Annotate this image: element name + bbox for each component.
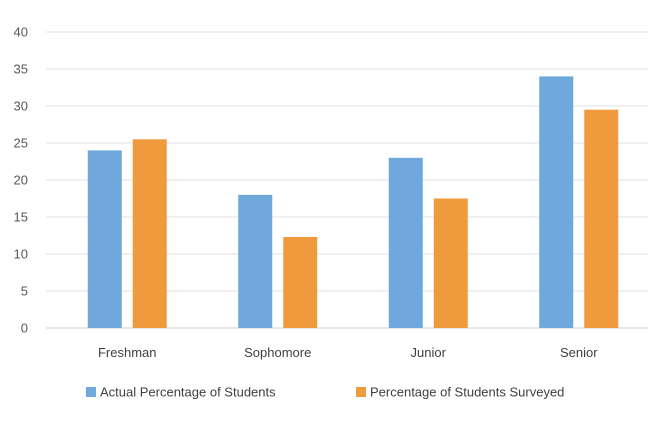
bar-freshman-series-2 [132,139,167,328]
bars [87,76,619,329]
bar-freshman-series-1 [87,150,122,328]
x-category-label: Freshman [98,345,157,360]
y-tick-label: 35 [14,62,28,77]
x-axis-categories: Freshman Sophomore Junior Senior [98,345,598,360]
y-tick-label: 20 [14,173,28,188]
bar-junior-series-1 [388,157,423,328]
x-category-label: Junior [411,345,447,360]
y-tick-label: 40 [14,25,28,40]
bar-sophomore-series-2 [283,236,318,328]
legend: Actual Percentage of Students Percentage … [86,385,564,400]
y-tick-label: 0 [21,321,28,336]
bar-senior-series-1 [539,76,574,329]
x-category-label: Sophomore [244,345,311,360]
legend-swatch [86,387,96,397]
legend-swatch [356,387,366,397]
bar-junior-series-2 [433,198,468,328]
bar-sophomore-series-1 [238,194,273,328]
y-tick-label: 10 [14,247,28,262]
y-tick-label: 30 [14,99,28,114]
y-tick-label: 25 [14,136,28,151]
y-tick-label: 15 [14,210,28,225]
x-category-label: Senior [560,345,598,360]
legend-label: Percentage of Students Surveyed [370,385,564,400]
y-tick-label: 5 [21,284,28,299]
legend-label: Actual Percentage of Students [100,385,276,400]
y-axis-ticks: 0 5 10 15 20 25 30 35 40 [14,25,28,336]
bar-senior-series-2 [584,109,619,328]
